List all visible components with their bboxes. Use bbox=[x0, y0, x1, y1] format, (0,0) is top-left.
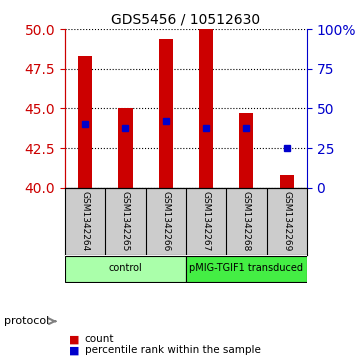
Text: percentile rank within the sample: percentile rank within the sample bbox=[85, 345, 261, 355]
Text: GSM1342265: GSM1342265 bbox=[121, 191, 130, 252]
Text: count: count bbox=[85, 334, 114, 344]
Text: GSM1342267: GSM1342267 bbox=[201, 191, 210, 252]
Text: GSM1342266: GSM1342266 bbox=[161, 191, 170, 252]
Text: ■: ■ bbox=[69, 345, 79, 355]
Text: GSM1342268: GSM1342268 bbox=[242, 191, 251, 252]
FancyBboxPatch shape bbox=[186, 256, 307, 282]
Title: GDS5456 / 10512630: GDS5456 / 10512630 bbox=[111, 12, 261, 26]
Bar bbox=[78, 56, 92, 188]
Bar bbox=[199, 29, 213, 188]
Bar bbox=[239, 113, 253, 188]
FancyBboxPatch shape bbox=[65, 256, 186, 282]
Text: protocol: protocol bbox=[4, 316, 49, 326]
Bar bbox=[280, 175, 294, 188]
Text: ■: ■ bbox=[69, 334, 79, 344]
Bar bbox=[118, 109, 132, 188]
Text: pMIG-TGIF1 transduced: pMIG-TGIF1 transduced bbox=[190, 263, 303, 273]
Text: GSM1342269: GSM1342269 bbox=[282, 191, 291, 252]
Text: GSM1342264: GSM1342264 bbox=[81, 191, 90, 251]
Text: control: control bbox=[109, 263, 142, 273]
Bar bbox=[159, 38, 173, 188]
